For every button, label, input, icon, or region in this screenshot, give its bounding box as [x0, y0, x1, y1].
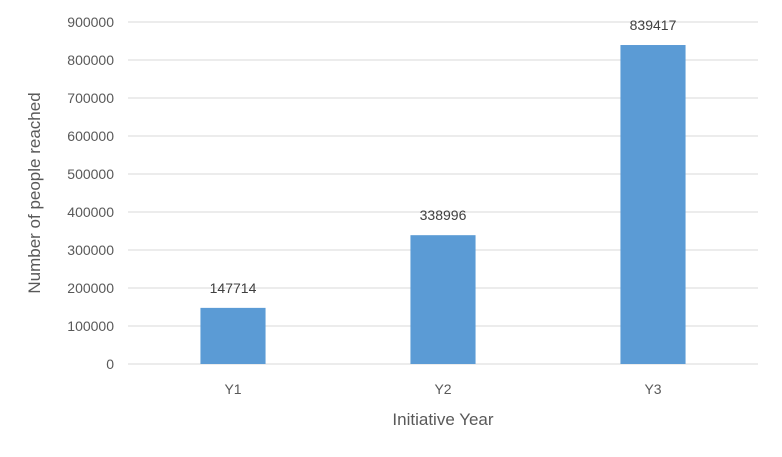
bar-y1	[200, 307, 266, 364]
bars	[200, 45, 686, 364]
x-axis-title: Initiative Year	[392, 410, 493, 429]
y-tick-label: 500000	[67, 166, 114, 182]
y-axis-ticks: 0 100000 200000 300000 400000 500000 600000 700…	[67, 14, 114, 372]
data-label-y1: 147714	[210, 280, 257, 296]
data-label-y3: 839417	[630, 17, 677, 33]
y-tick-label: 700000	[67, 90, 114, 106]
y-tick-label: 300000	[67, 242, 114, 258]
y-tick-label: 200000	[67, 280, 114, 296]
x-tick-label-y1: Y1	[224, 381, 241, 397]
data-label-y2: 338996	[420, 207, 467, 223]
y-tick-label: 900000	[67, 14, 114, 30]
x-axis-ticks: Y1 Y2 Y3	[224, 381, 661, 397]
bar-y2	[410, 235, 476, 364]
x-tick-label-y2: Y2	[434, 381, 451, 397]
bar-y3	[620, 45, 686, 364]
y-tick-label: 400000	[67, 204, 114, 220]
y-tick-label: 600000	[67, 128, 114, 144]
y-axis-title: Number of people reached	[25, 92, 44, 293]
x-tick-label-y3: Y3	[644, 381, 661, 397]
y-tick-label: 100000	[67, 318, 114, 334]
data-labels: 147714 338996 839417	[210, 17, 677, 296]
y-tick-label: 800000	[67, 52, 114, 68]
y-tick-label: 0	[106, 356, 114, 372]
